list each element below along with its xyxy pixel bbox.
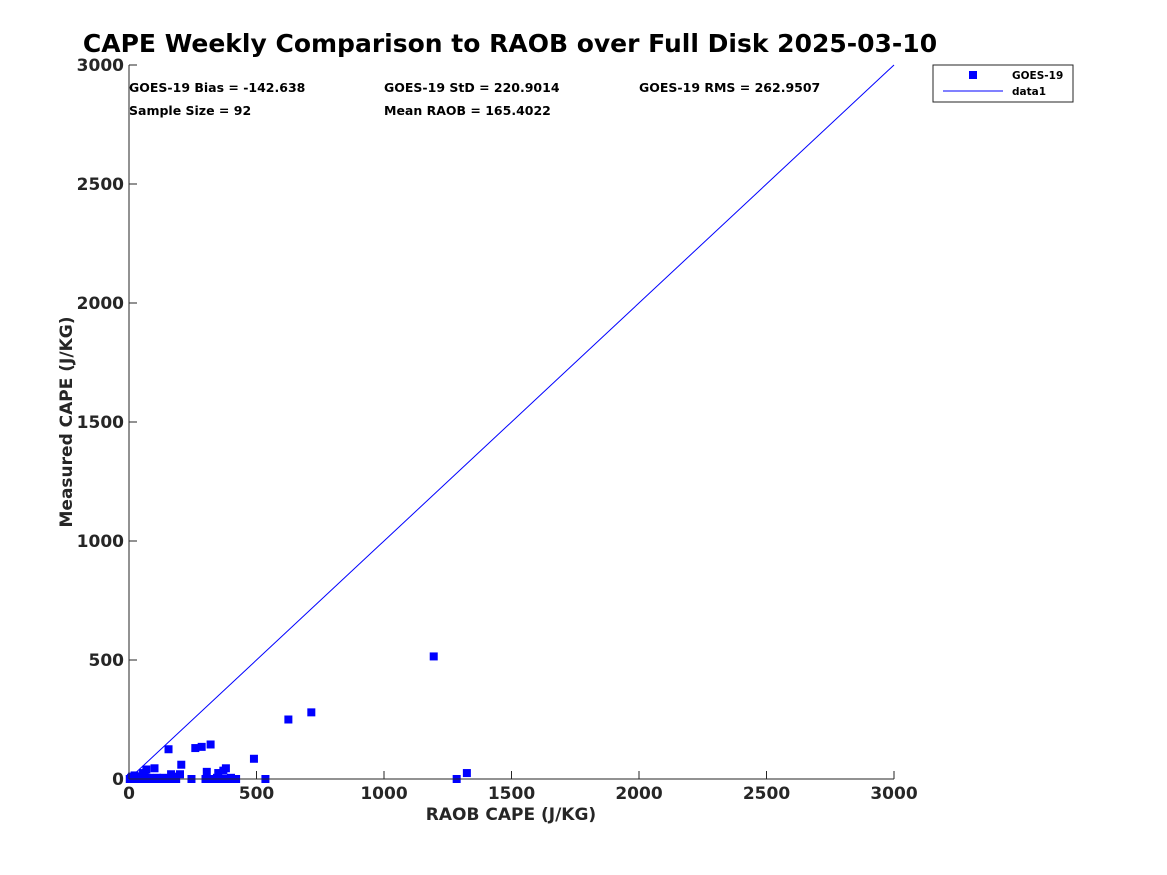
series-points-GOES-19 — [125, 652, 471, 783]
data-point — [142, 765, 151, 774]
legend: GOES-19 data1 — [932, 64, 1074, 103]
y-tick-label: 0 — [112, 770, 124, 790]
y-tick-label: 3000 — [77, 56, 124, 76]
legend-label: GOES-19 — [1012, 70, 1063, 82]
data-point — [429, 652, 438, 661]
data-point — [177, 760, 186, 769]
data-point — [227, 773, 235, 782]
x-tick-label: 0 — [123, 784, 135, 804]
data-point — [284, 715, 293, 724]
legend-label: data1 — [1012, 86, 1046, 98]
data-point — [206, 740, 215, 749]
stats-annotations: GOES-19 Bias = -142.638 GOES-19 StD = 220… — [129, 80, 820, 118]
series-line-data1 — [128, 64, 895, 780]
x-axis-label: RAOB CAPE (J/KG) — [426, 805, 596, 825]
legend-marker-swatch — [969, 71, 977, 79]
stat-annotation: Mean RAOB = 165.4022 — [384, 103, 551, 118]
stat-annotation: GOES-19 RMS = 262.9507 — [639, 80, 820, 95]
data-point — [307, 708, 316, 717]
data-point — [150, 764, 159, 773]
y-tick-label: 1000 — [77, 532, 124, 552]
x-tick-label: 500 — [239, 784, 275, 804]
y-axis-label: Measured CAPE (J/KG) — [57, 317, 77, 528]
chart-title: CAPE Weekly Comparison to RAOB over Full… — [83, 29, 937, 58]
y-tick-label: 500 — [89, 651, 125, 671]
x-tick-label: 1000 — [360, 784, 407, 804]
y-tick-label: 1500 — [77, 413, 124, 433]
x-tick-label: 3000 — [870, 784, 917, 804]
data-point — [462, 769, 471, 778]
data-point — [191, 744, 200, 753]
data-point — [197, 742, 206, 751]
data-point — [176, 770, 184, 779]
y-axis: 0 500 1000 1500 2000 2500 3000 — [77, 56, 137, 790]
x-tick-label: 2000 — [615, 784, 662, 804]
stat-annotation: GOES-19 Bias = -142.638 — [129, 80, 305, 95]
legend-box — [932, 64, 1074, 103]
data-point — [164, 745, 173, 754]
stat-annotation: GOES-19 StD = 220.9014 — [384, 80, 560, 95]
plot-area — [125, 64, 895, 783]
data-point — [221, 764, 230, 773]
x-axis: 0 500 1000 1500 2000 2500 3000 — [123, 771, 918, 804]
y-tick-label: 2000 — [77, 294, 124, 314]
stat-annotation: Sample Size = 92 — [129, 103, 251, 118]
x-tick-label: 1500 — [488, 784, 535, 804]
data-point — [249, 754, 258, 763]
data-point — [214, 769, 223, 778]
data-point — [202, 767, 211, 776]
y-tick-label: 2500 — [77, 175, 124, 195]
x-tick-label: 2500 — [743, 784, 790, 804]
